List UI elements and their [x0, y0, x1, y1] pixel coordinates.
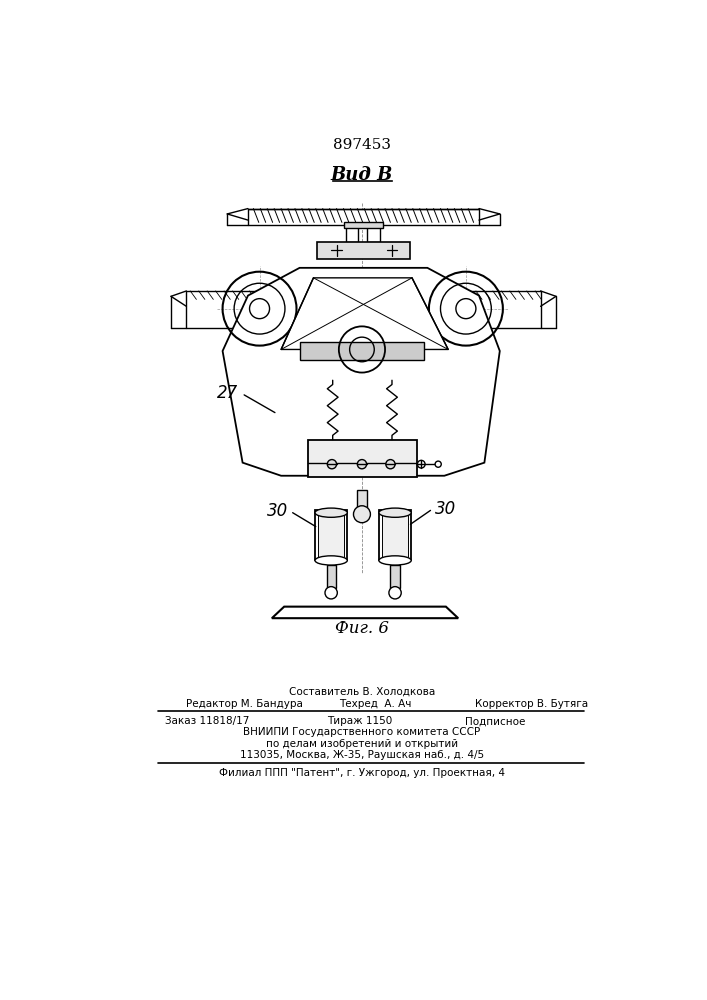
Text: по делам изобретений и открытий: по делам изобретений и открытий [266, 739, 458, 749]
Text: Корректор В. Бутяга: Корректор В. Бутяга [475, 699, 588, 709]
Circle shape [327, 460, 337, 469]
Bar [315, 510, 347, 560]
Text: Редактор М. Бандура: Редактор М. Бандура [187, 699, 303, 709]
Bar [300, 342, 424, 360]
Polygon shape [223, 268, 500, 476]
Text: Техред  А. Ач: Техред А. Ач [339, 699, 411, 709]
Polygon shape [281, 278, 448, 349]
Circle shape [389, 587, 402, 599]
Bar [390, 565, 399, 588]
Text: 30: 30 [267, 502, 288, 520]
Circle shape [357, 460, 366, 469]
Polygon shape [272, 607, 458, 618]
Circle shape [325, 587, 337, 599]
Text: Заказ 11818/17: Заказ 11818/17 [165, 716, 249, 726]
Bar [308, 440, 417, 477]
Text: Составитель В. Холодкова: Составитель В. Холодкова [289, 686, 435, 696]
Bar [344, 222, 382, 228]
Polygon shape [412, 291, 541, 328]
Circle shape [386, 460, 395, 469]
Circle shape [417, 460, 425, 468]
Bar [356, 490, 368, 514]
Bar [327, 565, 336, 588]
Bar [346, 225, 358, 242]
Text: Фиг. 6: Фиг. 6 [335, 620, 389, 637]
Ellipse shape [379, 508, 411, 517]
Bar [317, 242, 409, 259]
Polygon shape [187, 291, 315, 328]
Circle shape [435, 461, 441, 467]
Bar [382, 513, 408, 557]
Circle shape [354, 506, 370, 523]
Ellipse shape [379, 556, 411, 565]
Text: ВНИИПИ Государственного комитета СССР: ВНИИПИ Государственного комитета СССР [243, 727, 481, 737]
Text: Тираж 1150: Тираж 1150 [327, 716, 392, 726]
Bar [318, 513, 344, 557]
Text: 30: 30 [435, 500, 456, 518]
Bar [379, 510, 411, 560]
Text: Подписное: Подписное [465, 716, 525, 726]
Bar [248, 209, 479, 225]
Text: 897453: 897453 [333, 138, 391, 152]
Text: Вид В: Вид В [331, 166, 393, 184]
Text: 27: 27 [217, 384, 238, 402]
Text: Филиал ППП "Патент", г. Ужгород, ул. Проектная, 4: Филиал ППП "Патент", г. Ужгород, ул. Про… [219, 768, 505, 778]
Text: 113035, Москва, Ж-35, Раушская наб., д. 4/5: 113035, Москва, Ж-35, Раушская наб., д. … [240, 750, 484, 760]
Ellipse shape [315, 508, 347, 517]
Ellipse shape [315, 556, 347, 565]
Bar [368, 225, 380, 242]
